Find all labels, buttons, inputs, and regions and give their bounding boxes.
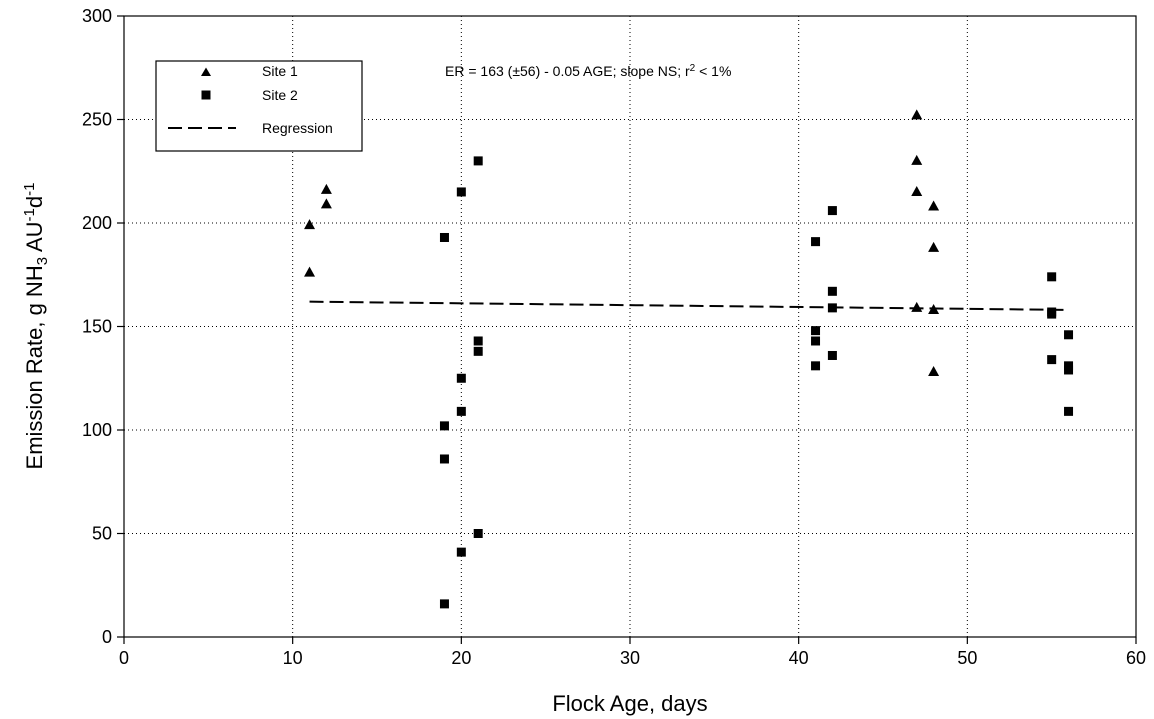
site1-point-triangle — [304, 266, 316, 277]
x-tick-label: 40 — [789, 648, 809, 668]
regression-annotation: ER = 163 (±56) - 0.05 AGE; slope NS; r2 … — [445, 63, 731, 80]
annotation-tail: < 1% — [695, 63, 731, 79]
site2-point-square — [456, 547, 466, 557]
site2-point-square — [439, 421, 449, 431]
legend-site2-marker-square-icon — [201, 90, 211, 100]
site2-point-square — [1064, 365, 1074, 375]
site2-point-square — [456, 406, 466, 416]
y-axis-title-sup-1: -1 — [21, 208, 38, 221]
regression-line — [309, 300, 1069, 311]
site2-point-square — [827, 350, 837, 360]
site1-point-triangle — [928, 200, 940, 211]
y-axis-title-sup-2: -1 — [21, 183, 38, 196]
x-tick-label: 0 — [119, 648, 129, 668]
y-axis-title-au: AU — [22, 221, 47, 256]
x-tick-label: 30 — [620, 648, 640, 668]
tick-labels: 0 10 20 30 40 50 60 0 50 100 150 200 250 300 — [82, 6, 1146, 668]
legend-site1-marker-triangle-icon — [201, 67, 211, 76]
site2-point-square — [1047, 309, 1057, 319]
site1-point-triangle — [928, 366, 940, 377]
x-axis-title: Flock Age, days — [552, 691, 707, 716]
site1-point-triangle — [911, 109, 923, 120]
y-tick-label: 100 — [82, 420, 112, 440]
site1-point-triangle — [928, 241, 940, 252]
site2-point-square — [1064, 330, 1074, 340]
site2-point-square — [439, 232, 449, 242]
x-tick-label: 60 — [1126, 648, 1146, 668]
site1-point-triangle — [320, 198, 332, 209]
x-tick-label: 10 — [283, 648, 303, 668]
legend-site1-label: Site 1 — [262, 63, 298, 79]
y-axis-title-main: Emission Rate, g NH — [22, 265, 47, 469]
y-tick-label: 0 — [102, 627, 112, 647]
data-points — [304, 109, 1074, 609]
site2-point-square — [811, 326, 821, 336]
site1-point-triangle — [911, 185, 923, 196]
site1-point-triangle — [911, 301, 923, 312]
legend: Site 1 Site 2 Regression — [155, 60, 363, 152]
regression-series — [309, 300, 1069, 311]
site2-point-square — [1047, 355, 1057, 365]
site2-point-square — [827, 286, 837, 296]
legend-regression-label: Regression — [262, 120, 333, 136]
site2-point-square — [456, 187, 466, 197]
x-tick-label: 50 — [957, 648, 977, 668]
site2-point-square — [1047, 272, 1057, 282]
site2-point-square — [811, 361, 821, 371]
site2-point-square — [456, 373, 466, 383]
annotation-main: ER = 163 (±56) - 0.05 AGE; slope NS; r — [445, 63, 690, 79]
site2-point-square — [1064, 406, 1074, 416]
y-tick-label: 200 — [82, 213, 112, 233]
x-tick-label: 20 — [451, 648, 471, 668]
y-axis-title-d: d — [22, 196, 47, 208]
site2-point-square — [827, 206, 837, 216]
annotation-sup: 2 — [690, 63, 696, 74]
site2-point-square — [439, 454, 449, 464]
y-tick-label: 300 — [82, 6, 112, 26]
y-axis-title-sub-3: 3 — [34, 257, 51, 265]
axis-ticks — [117, 15, 1137, 644]
y-axis-title: Emission Rate, g NH3 AU-1d-1 — [21, 183, 51, 470]
site1-point-triangle — [928, 303, 940, 314]
y-tick-label: 250 — [82, 110, 112, 130]
site1-point-triangle — [304, 219, 316, 230]
site2-point-square — [811, 237, 821, 247]
y-tick-label: 50 — [92, 524, 112, 544]
site2-point-square — [811, 336, 821, 346]
site1-point-triangle — [911, 154, 923, 165]
legend-box — [155, 60, 363, 152]
site2-point-square — [473, 529, 483, 538]
site2-point-square — [473, 156, 483, 166]
site2-point-square — [473, 346, 483, 356]
y-tick-label: 150 — [82, 317, 112, 337]
legend-site2-label: Site 2 — [262, 87, 298, 103]
site2-point-square — [439, 599, 449, 609]
site2-point-square — [827, 303, 837, 313]
site1-point-triangle — [320, 183, 332, 194]
site2-point-square — [473, 336, 483, 346]
